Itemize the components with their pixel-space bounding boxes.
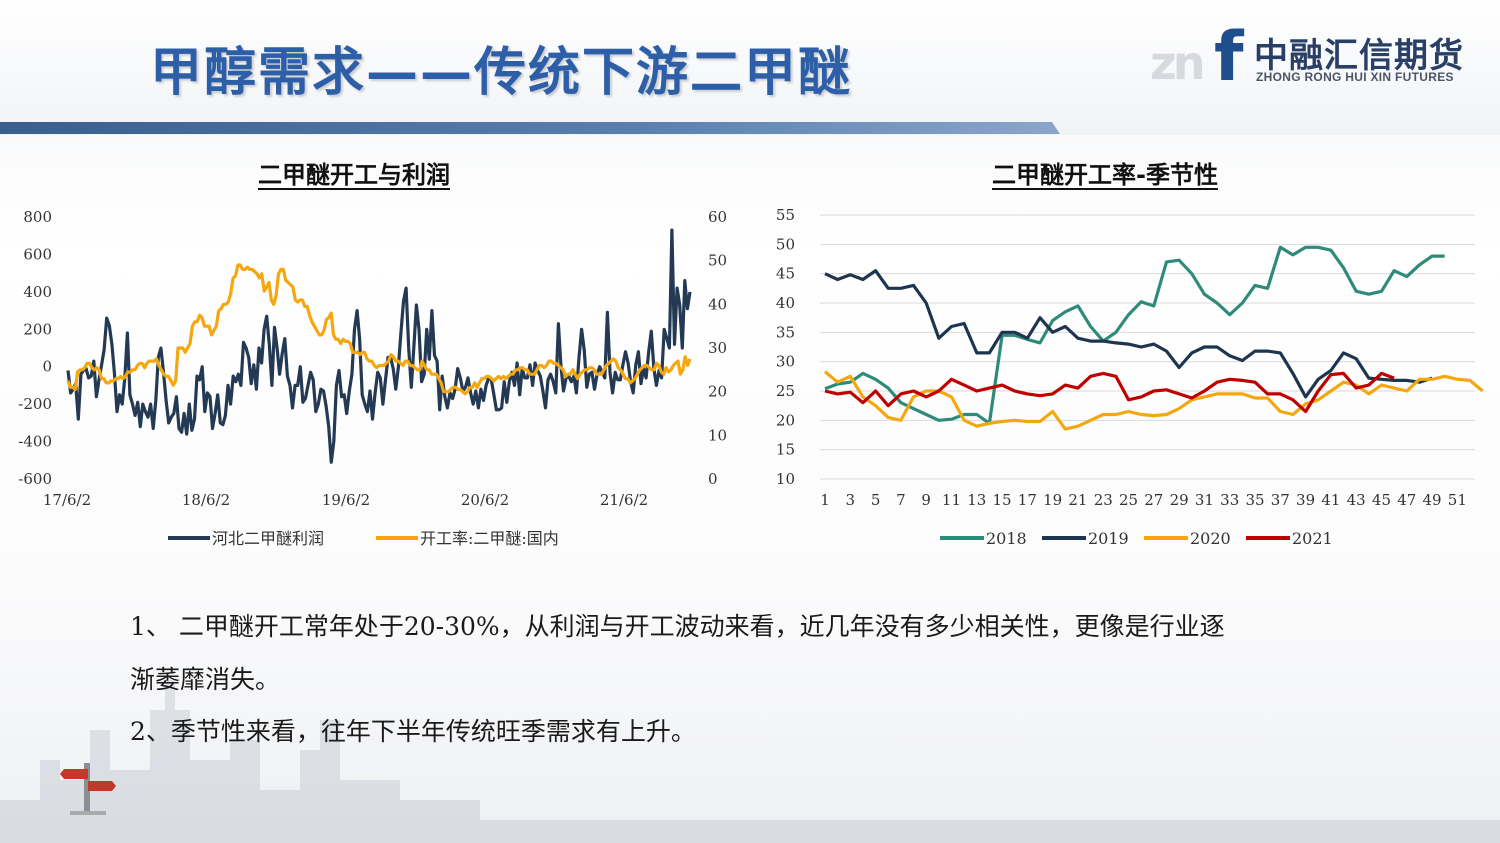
- x-tick-label: 45: [1372, 491, 1391, 509]
- logo-mark: zn: [1150, 36, 1205, 90]
- y-right-tick-label: 30: [708, 339, 727, 357]
- y-left-tick-label: -200: [18, 395, 52, 413]
- y-left-tick-label: 600: [23, 245, 52, 263]
- y-left-tick-label: -600: [18, 470, 52, 488]
- y-left-tick-label: 200: [23, 320, 52, 338]
- y-tick-label: 25: [776, 382, 795, 400]
- x-tick-label: 23: [1094, 491, 1113, 509]
- x-tick-label: 33: [1220, 491, 1239, 509]
- x-tick-label: 15: [993, 491, 1012, 509]
- legend-label: 开工率:二甲醚:国内: [420, 529, 559, 548]
- x-tick-label: 37: [1271, 491, 1290, 509]
- x-tick-label: 3: [846, 491, 856, 509]
- text-line-1: 1、 二甲醚开工常年处于20-30%，从利润与开工波动来看，近几年没有多少相关性…: [130, 612, 1225, 641]
- y-tick-label: 20: [776, 411, 795, 429]
- x-tick-label: 7: [896, 491, 906, 509]
- x-tick-label: 39: [1296, 491, 1315, 509]
- logo-f-mark: f: [1214, 18, 1244, 97]
- y-right-tick-label: 0: [708, 470, 718, 488]
- x-tick-label: 19: [1043, 491, 1062, 509]
- y-right-tick-label: 60: [708, 208, 727, 226]
- x-tick-label: 13: [967, 491, 986, 509]
- y-tick-label: 15: [776, 441, 795, 459]
- legend-label: 河北二甲醚利润: [212, 529, 324, 548]
- series-line-operating-rate: [66, 263, 692, 396]
- company-logo: zn f 中融汇信期货 ZHONG RONG HUI XIN FUTURES: [1150, 18, 1470, 97]
- signpost-icon: [60, 763, 116, 815]
- slide-title: 甲醇需求——传统下游二甲醚: [150, 43, 853, 103]
- x-tick-label: 17: [1018, 491, 1037, 509]
- x-tick-label: 31: [1195, 491, 1214, 509]
- city-skyline-decoration: [0, 680, 1500, 843]
- y-tick-label: 10: [776, 470, 795, 488]
- x-tick-label: 35: [1245, 491, 1264, 509]
- x-tick-label: 11: [942, 491, 961, 509]
- series-line-2020: [823, 370, 1484, 431]
- x-tick-label: 27: [1144, 491, 1163, 509]
- legend-label: 2020: [1190, 529, 1231, 548]
- x-tick-label: 9: [921, 491, 931, 509]
- y-right-tick-label: 50: [708, 252, 727, 270]
- legend-label: 2019: [1088, 529, 1129, 548]
- y-right-tick-label: 40: [708, 295, 727, 313]
- series-line-2019: [824, 269, 1433, 399]
- y-tick-label: 45: [776, 265, 795, 283]
- x-tick-label: 20/6/2: [461, 491, 509, 509]
- chart1-title: 二甲醚开工与利润: [258, 161, 450, 189]
- series-line-2018: [824, 245, 1445, 425]
- x-tick-label: 18/6/2: [182, 491, 230, 509]
- series-line-2021: [824, 371, 1395, 414]
- x-tick-label: 51: [1448, 491, 1467, 509]
- x-tick-label: 5: [871, 491, 881, 509]
- text-line-2: 渐萎靡消失。: [130, 665, 281, 694]
- logo-chinese-name: 中融汇信期货: [1254, 36, 1464, 76]
- y-left-tick-label: 0: [42, 358, 52, 376]
- series-line-profit: [66, 228, 692, 464]
- y-right-tick-label: 20: [708, 383, 727, 401]
- x-tick-label: 17/6/2: [43, 491, 91, 509]
- legend-label: 2018: [986, 529, 1027, 548]
- y-tick-label: 50: [776, 235, 795, 253]
- y-left-tick-label: 400: [23, 283, 52, 301]
- x-tick-label: 41: [1321, 491, 1340, 509]
- x-tick-label: 19/6/2: [322, 491, 370, 509]
- y-left-tick-label: 800: [23, 208, 52, 226]
- x-tick-label: 1: [820, 491, 830, 509]
- x-tick-label: 29: [1170, 491, 1189, 509]
- y-tick-label: 35: [776, 323, 795, 341]
- x-tick-label: 21/6/2: [600, 491, 648, 509]
- text-line-3: 2、季节性来看，往年下半年传统旺季需求有上升。: [130, 717, 696, 746]
- logo-english-name: ZHONG RONG HUI XIN FUTURES: [1256, 70, 1454, 84]
- y-tick-label: 55: [776, 206, 795, 224]
- x-tick-label: 43: [1347, 491, 1366, 509]
- y-right-tick-label: 10: [708, 426, 727, 444]
- y-tick-label: 30: [776, 353, 795, 371]
- legend-label: 2021: [1292, 529, 1333, 548]
- x-tick-label: 21: [1068, 491, 1087, 509]
- x-tick-label: 47: [1397, 491, 1416, 509]
- y-tick-label: 40: [776, 294, 795, 312]
- chart-profit-and-operating-rate: 800 600 400 200 0 -200 -400 -600 60 50 40 30 20 10 0 17…: [18, 208, 727, 548]
- header-rule: [0, 122, 1060, 134]
- x-tick-label: 49: [1423, 491, 1442, 509]
- chart2-title: 二甲醚开工率-季节性: [992, 161, 1218, 189]
- x-tick-label: 25: [1119, 491, 1138, 509]
- y-left-tick-label: -400: [18, 433, 52, 451]
- header-band: [0, 0, 1500, 135]
